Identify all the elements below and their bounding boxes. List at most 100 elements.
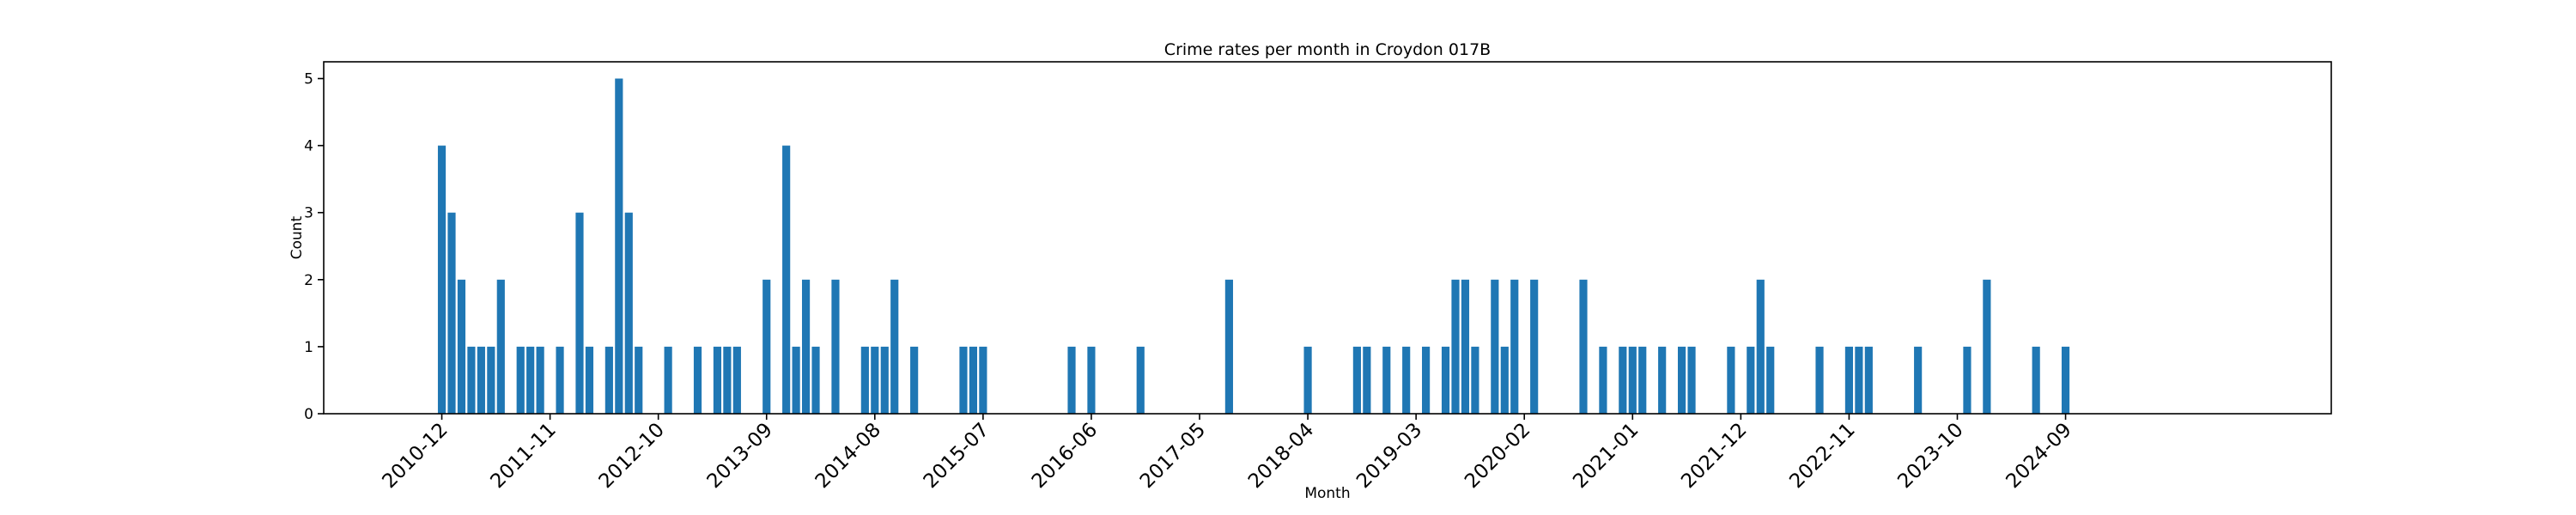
bar-2019-12 bbox=[1500, 346, 1509, 414]
bar-2010-12 bbox=[437, 145, 447, 414]
bar-2022-11 bbox=[1844, 346, 1854, 414]
bar-2011-05 bbox=[487, 346, 495, 414]
bar-2018-10 bbox=[1363, 346, 1371, 414]
y-tick-label: 3 bbox=[304, 205, 313, 222]
bars-group bbox=[437, 78, 2070, 415]
bar-2012-06 bbox=[615, 78, 623, 415]
bar-2021-07 bbox=[1687, 346, 1696, 414]
bar-2021-06 bbox=[1678, 346, 1686, 414]
bar-2011-04 bbox=[477, 346, 485, 414]
bar-2018-04 bbox=[1303, 346, 1312, 414]
bar-2019-08 bbox=[1461, 279, 1470, 414]
bar-2011-08 bbox=[516, 346, 525, 414]
x-tick-label: 2021-01 bbox=[1569, 419, 1643, 493]
bar-2019-02 bbox=[1402, 346, 1411, 414]
bar-2015-05 bbox=[959, 346, 968, 414]
bar-2012-03 bbox=[585, 346, 594, 414]
bar-2022-01 bbox=[1747, 346, 1755, 414]
bar-2019-11 bbox=[1491, 279, 1499, 414]
bar-2011-03 bbox=[467, 346, 476, 414]
bar-2012-11 bbox=[664, 346, 672, 414]
y-tick-label: 1 bbox=[304, 339, 313, 356]
bar-2011-06 bbox=[496, 279, 505, 414]
x-tick-label: 2016-06 bbox=[1028, 419, 1102, 493]
bar-2018-12 bbox=[1382, 346, 1391, 414]
bar-2012-08 bbox=[635, 346, 643, 414]
bar-2013-09 bbox=[762, 279, 771, 414]
bar-2019-04 bbox=[1422, 346, 1431, 414]
bar-2011-10 bbox=[536, 346, 544, 414]
x-tick-label: 2017-05 bbox=[1136, 419, 1210, 493]
bar-2014-07 bbox=[860, 346, 869, 414]
bar-2016-04 bbox=[1067, 346, 1076, 414]
x-tick-label: 2024-09 bbox=[2002, 419, 2075, 493]
bar-2020-10 bbox=[1599, 346, 1607, 414]
bar-2022-03 bbox=[1766, 346, 1775, 414]
bar-2011-12 bbox=[556, 346, 564, 414]
bar-2020-12 bbox=[1619, 346, 1627, 414]
plot-frame bbox=[323, 61, 2332, 415]
bar-2024-06 bbox=[2032, 346, 2040, 414]
bar-2013-11 bbox=[782, 145, 791, 414]
bar-2021-01 bbox=[1628, 346, 1637, 414]
bar-2014-04 bbox=[831, 279, 840, 414]
bar-2015-06 bbox=[969, 346, 977, 414]
bar-2022-12 bbox=[1855, 346, 1863, 414]
bar-2011-01 bbox=[447, 212, 456, 414]
bar-2015-07 bbox=[979, 346, 987, 414]
x-tick-label: 2019-03 bbox=[1352, 419, 1426, 493]
bar-2021-02 bbox=[1638, 346, 1647, 414]
bar-2014-10 bbox=[890, 279, 899, 414]
bar-2011-02 bbox=[457, 279, 466, 414]
x-tick-label: 2012-10 bbox=[595, 419, 669, 493]
bar-2012-05 bbox=[605, 346, 613, 414]
x-tick-label: 2020-02 bbox=[1461, 419, 1534, 493]
bar-2023-11 bbox=[1963, 346, 1971, 414]
bar-2013-12 bbox=[792, 346, 800, 414]
bar-2014-02 bbox=[811, 346, 820, 414]
bar-2014-01 bbox=[801, 279, 811, 414]
bar-2018-09 bbox=[1352, 346, 1361, 414]
y-tick-label: 2 bbox=[304, 272, 313, 289]
x-tick-label: 2014-08 bbox=[811, 419, 885, 493]
y-tick-label: 4 bbox=[304, 138, 313, 155]
x-tick-label: 2023-10 bbox=[1893, 419, 1967, 493]
bar-2019-07 bbox=[1451, 279, 1460, 414]
bar-2013-04 bbox=[713, 346, 722, 414]
bar-2024-09 bbox=[2061, 346, 2070, 414]
bar-2012-07 bbox=[624, 212, 633, 414]
bar-2020-08 bbox=[1579, 279, 1588, 414]
bar-2013-06 bbox=[732, 346, 741, 414]
x-axis-title: Month bbox=[1304, 485, 1350, 502]
bar-2020-01 bbox=[1510, 279, 1519, 414]
bar-2020-03 bbox=[1530, 279, 1539, 414]
bar-2014-12 bbox=[910, 346, 919, 414]
bar-2011-09 bbox=[526, 346, 535, 414]
y-tick-label: 5 bbox=[304, 71, 313, 88]
bar-2019-06 bbox=[1441, 346, 1450, 414]
y-axis: 0 1 2 3 4 5 bbox=[304, 71, 324, 423]
x-tick-label: 2011-11 bbox=[486, 419, 560, 493]
chart-title: Crime rates per month in Croydon 017B bbox=[1164, 40, 1491, 59]
bar-2017-08 bbox=[1224, 279, 1233, 414]
bar-2019-09 bbox=[1471, 346, 1479, 414]
bar-2014-08 bbox=[871, 346, 879, 414]
x-tick-label: 2015-07 bbox=[920, 419, 993, 493]
x-tick-label: 2021-12 bbox=[1677, 419, 1751, 493]
x-tick-label: 2010-12 bbox=[378, 419, 452, 493]
bar-2023-01 bbox=[1864, 346, 1873, 414]
y-tick-label: 0 bbox=[304, 406, 313, 423]
x-tick-label: 2018-04 bbox=[1244, 419, 1318, 493]
bar-2016-11 bbox=[1136, 346, 1145, 414]
x-axis: 2010-12 2011-11 2012-10 2013-09 2014-08 2015-… bbox=[378, 414, 2076, 493]
bar-2014-09 bbox=[880, 346, 889, 414]
bar-2021-04 bbox=[1658, 346, 1667, 414]
bar-2021-11 bbox=[1727, 346, 1735, 414]
x-tick-label: 2022-11 bbox=[1785, 419, 1859, 493]
bar-2022-08 bbox=[1815, 346, 1824, 414]
bar-2024-01 bbox=[1983, 279, 1991, 414]
bar-2023-06 bbox=[1914, 346, 1923, 414]
y-axis-title: Count bbox=[289, 215, 306, 259]
x-tick-label: 2013-09 bbox=[703, 419, 777, 493]
